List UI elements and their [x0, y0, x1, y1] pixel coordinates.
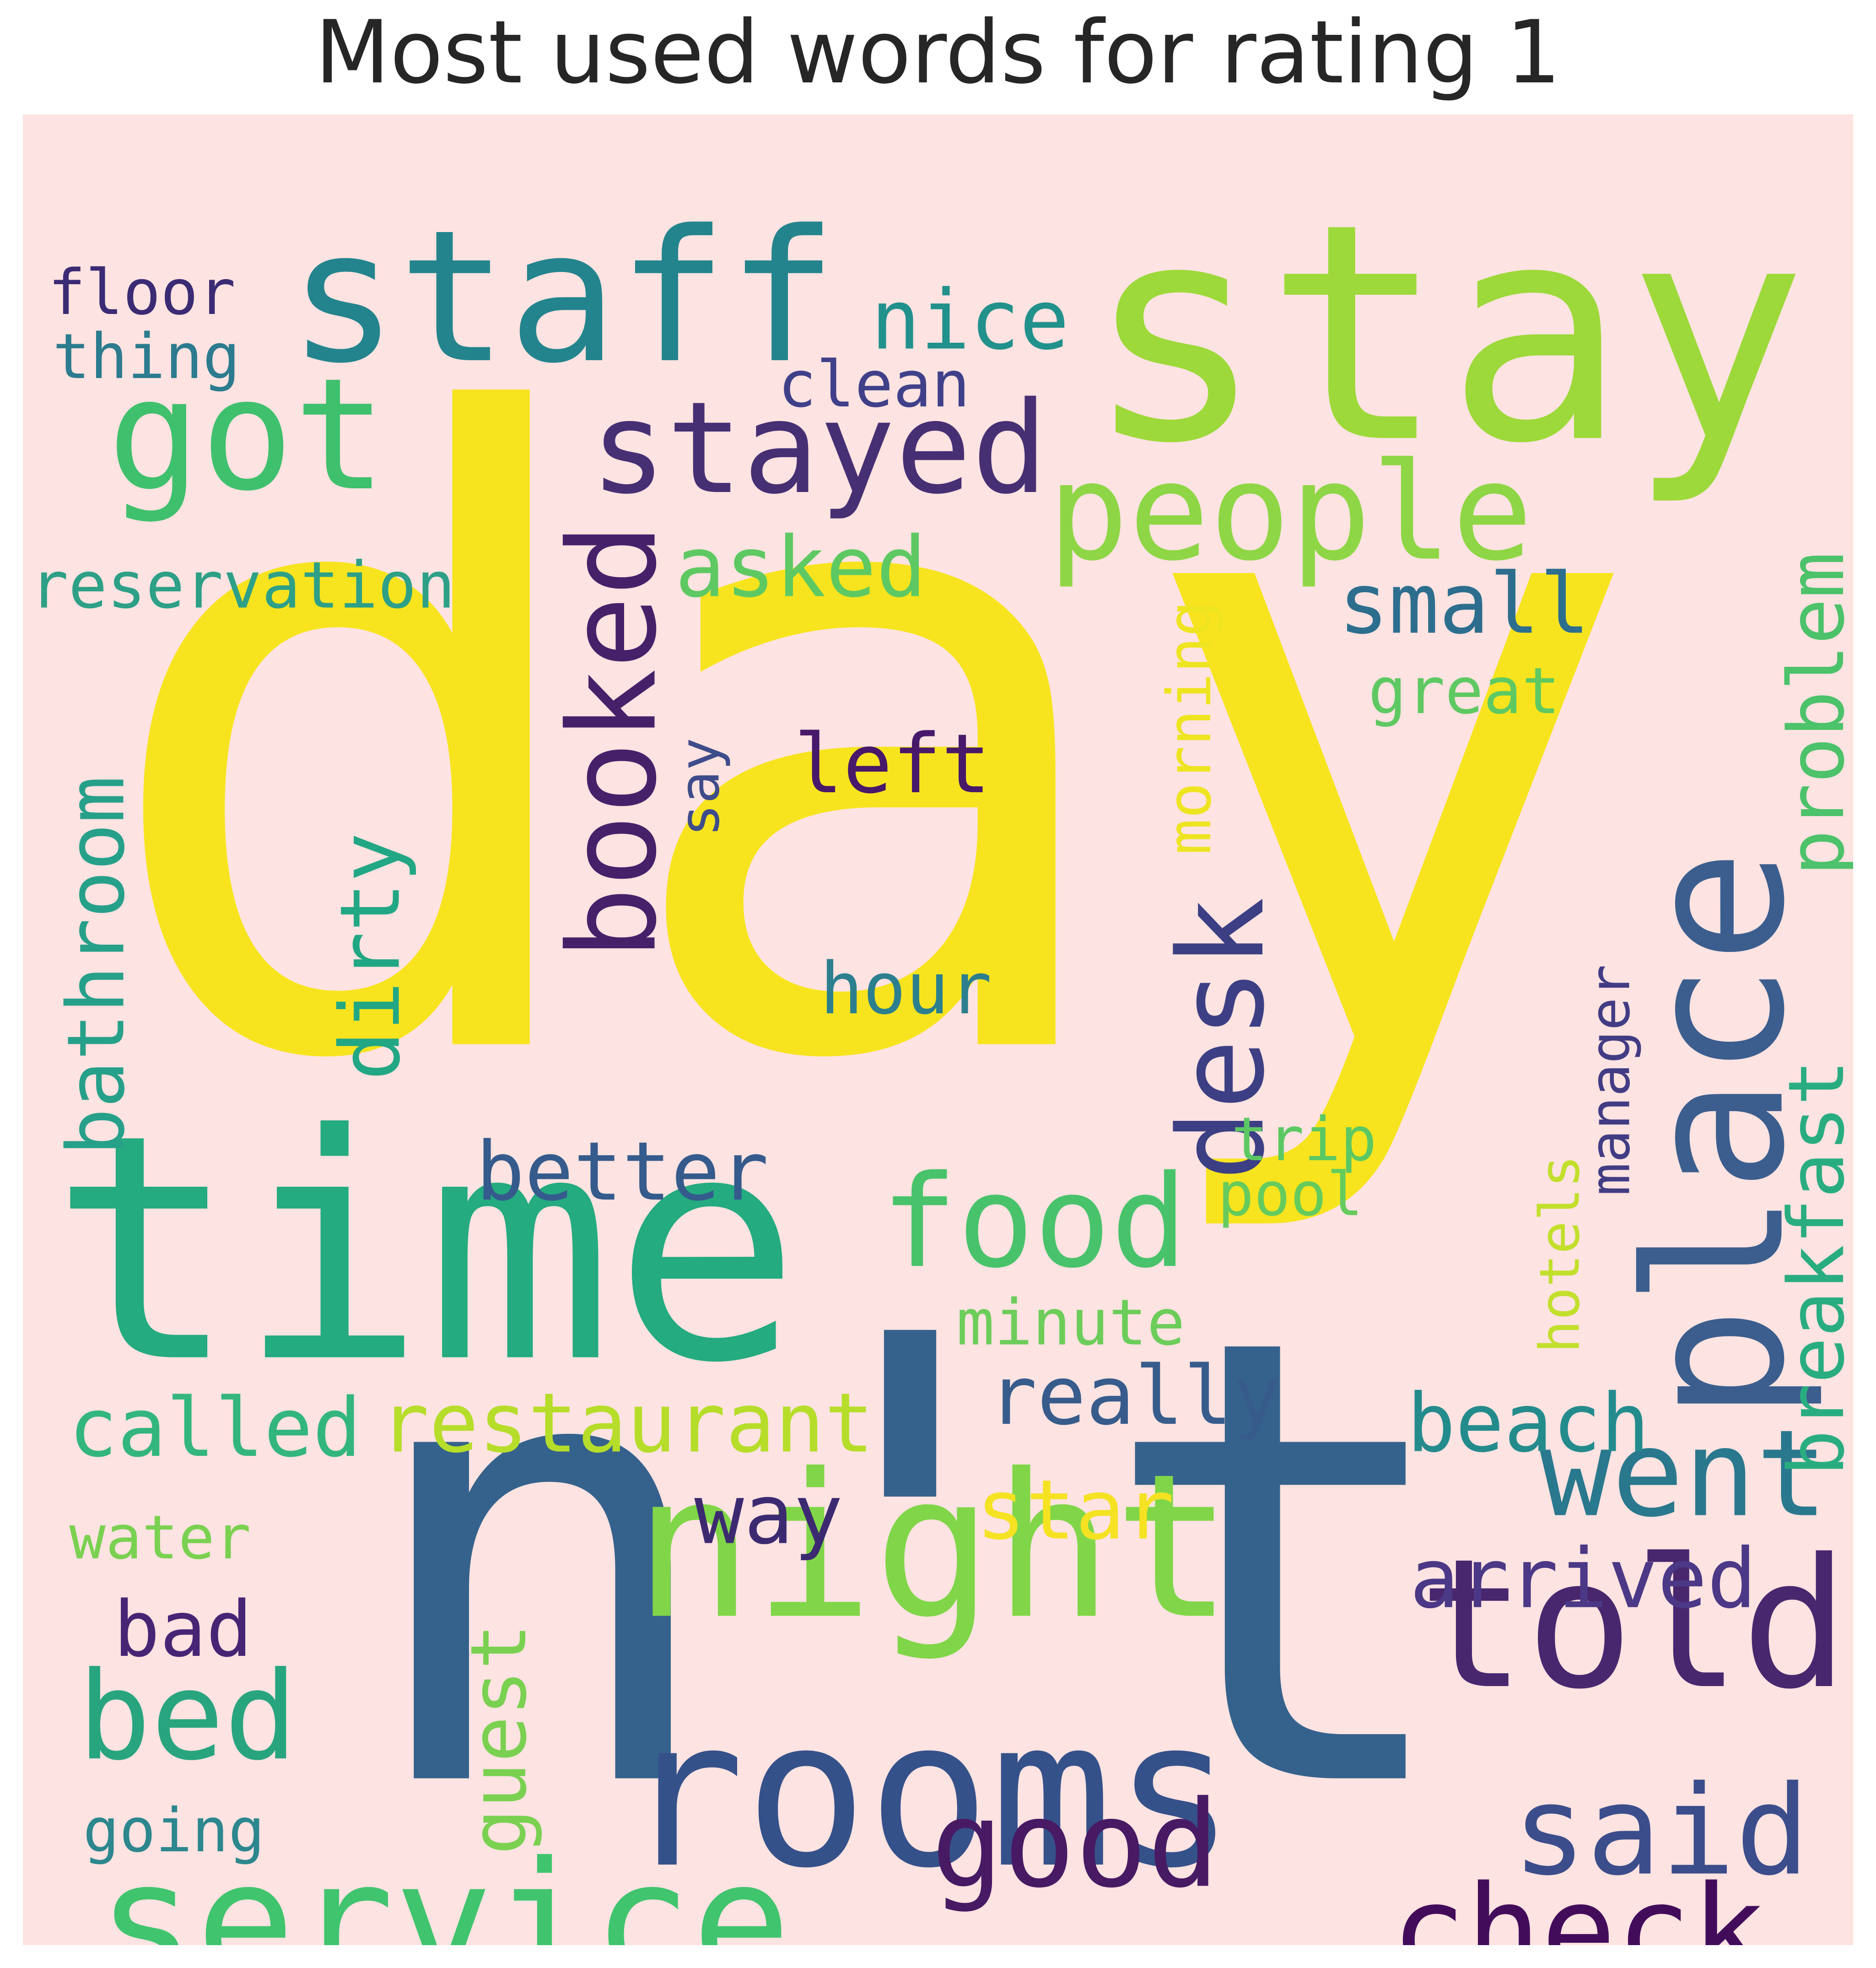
word-told: told [1418, 1521, 1849, 1729]
word-bed: bed [78, 1645, 297, 1787]
word-great: great [1368, 654, 1560, 728]
word-minute: minute [956, 1286, 1185, 1360]
word-restaurant: restaurant [380, 1376, 874, 1471]
word-got: got [108, 345, 387, 525]
word-door: door [1234, 1941, 1366, 1946]
word-asked: asked [675, 519, 927, 616]
word-manager: manager [1579, 964, 1643, 1196]
word-dirty: dirty [323, 833, 419, 1081]
word-booked: booked [543, 523, 684, 960]
word-rooms: rooms [622, 1676, 1235, 1913]
word-clean: clean [778, 347, 970, 422]
word-place: place [1606, 849, 1827, 1421]
word-day: day [92, 245, 1647, 1248]
word-hotels: hotels [1529, 1155, 1592, 1353]
word-water: water [69, 1503, 251, 1573]
word-cloud-background [23, 114, 1853, 1945]
word-say: say [668, 738, 732, 837]
word-breakfast: breakfast [1772, 1060, 1853, 1476]
word-star: star [976, 1463, 1174, 1558]
word-nt: n't [355, 1207, 1466, 1924]
word-went: went [1540, 1404, 1828, 1544]
word-time: time [50, 1068, 801, 1431]
word-said: said [1512, 1759, 1810, 1903]
word-arrived: arrived [1410, 1531, 1757, 1627]
word-morning: morning [1154, 600, 1225, 855]
chart-title: Most used words for rating 1 [315, 2, 1561, 103]
word-night: night [634, 1431, 1233, 1663]
word-stay: stay [1084, 159, 1807, 509]
word-beach: beach [1407, 1377, 1650, 1471]
word-staff: staff [288, 191, 837, 404]
word-going: going [83, 1795, 264, 1866]
word-left: left [794, 717, 991, 812]
word-good: good [931, 1775, 1219, 1914]
word-better: better [476, 1125, 769, 1219]
word-food: food [881, 1148, 1187, 1296]
word-people: people [1048, 435, 1533, 591]
word-problem: problem [1772, 552, 1853, 876]
word-thing: thing [53, 321, 240, 393]
word-floor: floor [48, 257, 236, 329]
word-reservation: reservation [30, 549, 455, 623]
word-trip: trip [1231, 1104, 1377, 1175]
word-small: small [1338, 556, 1590, 653]
word-pool: pool [1218, 1159, 1363, 1230]
word-bathroom: bathroom [50, 776, 142, 1156]
word-stayed: stayed [590, 375, 1048, 522]
word-really: really [988, 1349, 1281, 1443]
word-nice: nice [871, 273, 1069, 368]
word-check: check [1391, 1859, 1766, 1946]
word-way: way [694, 1467, 843, 1563]
word-service: service [97, 1827, 791, 1946]
word-called: called [69, 1381, 361, 1475]
word-guest: guest [454, 1623, 544, 1855]
word-desk: desk [1153, 897, 1290, 1181]
word-hour: hour [820, 947, 992, 1030]
word-bad: bad [113, 1584, 252, 1674]
word-cloud: day n't stay time staff night rooms place told go… [23, 114, 1853, 1945]
